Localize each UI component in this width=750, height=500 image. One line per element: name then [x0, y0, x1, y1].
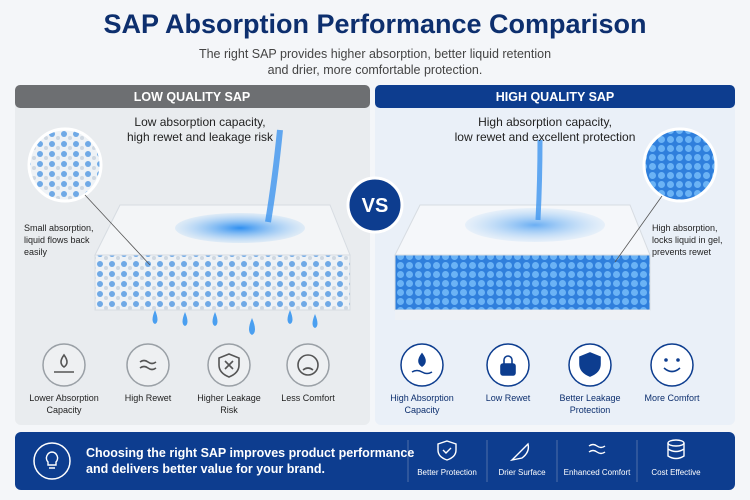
feature-label: Lower Absorption Capacity	[29, 392, 99, 416]
right-header-bar	[375, 85, 735, 108]
description-line: high rewet and leakage risk	[126, 130, 274, 144]
feature-line: Lower Absorption	[29, 393, 99, 403]
feature-label: Better Leakage Protection	[559, 392, 620, 416]
callout-line: liquid flows back	[24, 235, 90, 245]
feature-line: Higher Leakage	[197, 393, 261, 403]
subtitle-line: and drier, more comfortable protection.	[267, 63, 483, 77]
vs-text: VS	[361, 195, 389, 217]
callout-line: prevents rewet	[652, 247, 712, 257]
panel-heading: HIGH QUALITY SAP	[495, 90, 615, 104]
subtitle-line: The right SAP provides higher absorption…	[198, 47, 552, 61]
low-sap-sponge	[27, 127, 351, 335]
feature-line: Capacity	[404, 405, 440, 415]
right-feature-glyphs	[411, 352, 681, 377]
feature-label: High Absorption Capacity	[390, 392, 454, 416]
left-header-bar	[15, 85, 370, 108]
callout-line: High absorption,	[652, 223, 718, 233]
title: SAP Absorption Performance Comparison	[103, 9, 647, 39]
feature-label: More Comfort	[644, 392, 699, 404]
callout-line: easily	[24, 247, 48, 257]
feature-label: Less Comfort	[281, 392, 335, 404]
left-feature-icons	[42, 343, 330, 387]
feature-line: Better Leakage	[559, 393, 621, 403]
footer-icons	[437, 439, 685, 462]
message-line: and delivers better value for your brand…	[86, 462, 325, 476]
benefit-label: Cost Effective	[651, 468, 701, 477]
benefit-label: Drier Surface	[498, 468, 546, 477]
message-line: Choosing the right SAP improves product …	[86, 446, 415, 460]
panel-heading: LOW QUALITY SAP	[133, 90, 251, 104]
callout: Small absorption, liquid flows back easily	[24, 222, 94, 258]
callout: High absorption, locks liquid in gel, prev…	[652, 222, 723, 258]
feature-line: High Absorption	[390, 393, 454, 403]
callout-line: Small absorption,	[24, 223, 94, 233]
bulb-icon	[33, 442, 71, 480]
feature-line: Low Rewet	[485, 393, 531, 403]
description-line: low rewet and excellent protection	[454, 130, 636, 144]
description-line: Low absorption capacity,	[134, 115, 266, 129]
footer-dividers	[407, 440, 638, 482]
description-line: High absorption capacity,	[478, 115, 612, 129]
feature-label: High Rewet	[125, 392, 172, 404]
feature-line: Risk	[220, 405, 238, 415]
feature-line: More Comfort	[644, 393, 700, 403]
feature-line: Less Comfort	[281, 393, 335, 403]
benefit-label: Enhanced Comfort	[563, 468, 631, 477]
footer-bar	[15, 432, 735, 490]
feature-line: Capacity	[46, 405, 82, 415]
panel-description: Low absorption capacity, high rewet and l…	[127, 115, 273, 145]
footer-message: Choosing the right SAP improves product …	[86, 445, 414, 477]
feature-line: High Rewet	[124, 393, 172, 403]
vs-badge	[346, 176, 404, 234]
left-feature-glyphs	[54, 353, 319, 378]
benefit-label: Better Protection	[417, 468, 477, 477]
high-sap-sponge	[394, 127, 718, 320]
feature-label: Higher Leakage Risk	[197, 392, 261, 416]
feature-line: Protection	[569, 405, 611, 415]
feature-label: Low Rewet	[486, 392, 531, 404]
callout-line: locks liquid in gel,	[652, 235, 723, 245]
subtitle: The right SAP provides higher absorption…	[199, 46, 551, 78]
bulb-glyph	[45, 451, 59, 469]
panel-description: High absorption capacity, low rewet and e…	[455, 115, 636, 145]
